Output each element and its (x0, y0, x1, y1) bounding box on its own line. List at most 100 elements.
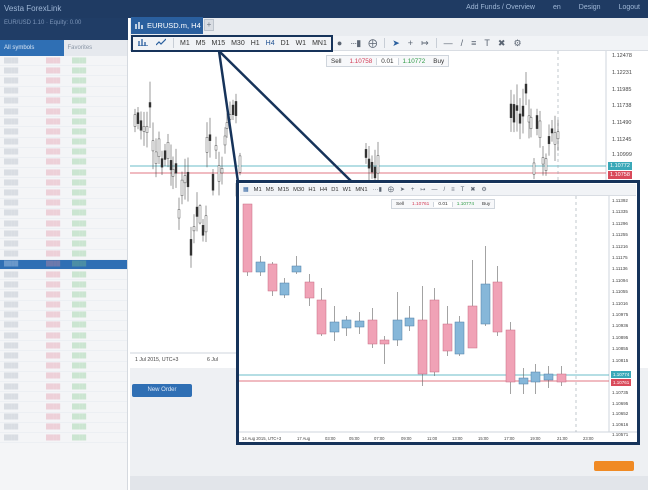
buy-button[interactable]: Buy (433, 57, 445, 65)
chart-tab-eurusd[interactable]: EURUSD.m, H4 (131, 17, 203, 34)
zoom-in-icon[interactable]: ⨁ (387, 187, 394, 193)
symbol-row[interactable]: ████ ████ ████ (0, 76, 127, 87)
symbol-row[interactable]: ████ ████ ████ (0, 209, 127, 219)
timeframe-m5[interactable]: M5 (265, 186, 274, 193)
zoomed-chart[interactable] (239, 196, 637, 442)
symbol-row[interactable]: ████ ████ ████ (0, 270, 127, 281)
symbol-row[interactable]: ████ ████ ████ (0, 188, 127, 199)
symbol-row[interactable]: ████ ████ ████ (0, 138, 127, 148)
period-separator-icon[interactable]: ↦ (421, 37, 429, 48)
symbol-row[interactable]: ████ ████ ████ (0, 362, 127, 372)
symbol-row[interactable]: ████ ████ ████ (0, 321, 127, 332)
line-chart-icon[interactable] (152, 38, 170, 48)
text-icon[interactable]: T (484, 38, 490, 48)
cursor-icon[interactable]: ➤ (399, 187, 405, 193)
text-icon[interactable]: T (460, 186, 465, 193)
timeframe-h1[interactable]: H1 (250, 39, 260, 47)
trendline-icon[interactable]: / (443, 186, 446, 193)
tab-all-symbols[interactable]: All symbols (0, 40, 64, 56)
symbol-row[interactable]: ████ ████ ████ (0, 392, 127, 403)
symbol-row[interactable]: ████ ████ ████ (0, 87, 127, 97)
symbol-row[interactable]: ████ ████ ████ (0, 423, 127, 433)
crosshair-icon[interactable]: + (407, 38, 414, 48)
symbol-row[interactable]: ████ ████ ████ (0, 280, 127, 291)
bar-chart-icon[interactable]: ▦ (243, 187, 249, 193)
timeframe-w1[interactable]: W1 (342, 186, 352, 193)
symbol-row[interactable]: ████ ████ ████ (0, 250, 127, 260)
symbol-row[interactable]: ████ ████ ████ (0, 229, 127, 240)
trendline-icon[interactable]: / (460, 38, 464, 48)
symbol-row[interactable]: ████ ████ ████ (0, 158, 127, 169)
timeframe-m15[interactable]: M15 (277, 186, 290, 193)
dots-icon[interactable]: ···▮ (372, 187, 382, 193)
symbol-row[interactable]: ████ ████ ████ (0, 66, 127, 77)
timeframe-h4[interactable]: H4 (265, 39, 275, 47)
delete-icon[interactable]: ✖ (497, 37, 506, 48)
symbol-row[interactable]: ████ ████ ████ (0, 341, 127, 352)
symbol-row[interactable]: ████ ████ ████ (0, 331, 127, 342)
tab-favorites[interactable]: Favorites (67, 45, 93, 51)
symbol-row[interactable]: ████ ████ ████ (0, 178, 127, 189)
timeframe-w1[interactable]: W1 (295, 39, 307, 47)
add-chart-button[interactable]: + (204, 19, 214, 31)
bar-chart-icon[interactable] (134, 38, 152, 48)
timeframe-h4[interactable]: H4 (319, 186, 328, 193)
new-order-button[interactable]: New Order (132, 384, 192, 397)
top-link[interactable]: en (552, 4, 561, 11)
buy-price[interactable]: 1.10774 (456, 201, 475, 207)
settings-icon[interactable]: ⚙ (481, 187, 487, 193)
symbol-row[interactable]: ████ ████ ████ (0, 148, 127, 158)
buy-button[interactable]: Buy (482, 201, 491, 207)
symbol-row[interactable]: ████ ████ ████ (0, 402, 127, 413)
timeframe-mn1[interactable]: MN1 (355, 186, 368, 193)
hline-icon[interactable]: — (443, 38, 453, 48)
timeframe-m30[interactable]: M30 (293, 186, 305, 193)
symbol-row[interactable]: ████ ████ ████ (0, 127, 127, 138)
timeframe-mn1[interactable]: MN1 (312, 39, 327, 47)
symbol-row[interactable]: ████ ████ ████ (0, 56, 127, 67)
zoom-in-icon[interactable]: ⨁ (368, 37, 378, 48)
symbol-row[interactable]: ████ ████ ████ (0, 351, 127, 362)
action-button[interactable] (594, 461, 634, 471)
timeframe-m15[interactable]: M15 (211, 39, 226, 47)
symbol-row[interactable]: ████ ████ ████ (0, 301, 127, 311)
hline-icon[interactable]: — (431, 186, 438, 193)
timeframe-d1[interactable]: D1 (331, 186, 339, 193)
symbol-row[interactable]: ████ ████ ████ (0, 219, 127, 230)
cursor-icon[interactable]: ➤ (392, 37, 400, 48)
symbol-row[interactable]: ████ ████ ████ (0, 413, 127, 423)
symbol-row[interactable]: ████ ████ ████ (0, 259, 127, 270)
top-link[interactable]: Logout (618, 4, 640, 11)
zoom-out-icon[interactable]: ● (336, 38, 343, 48)
timeframe-m5[interactable]: M5 (195, 39, 206, 47)
timeframe-d1[interactable]: D1 (280, 39, 290, 47)
symbol-row[interactable]: ████ ████ ████ (0, 199, 127, 209)
symbol-row[interactable]: ████ ████ ████ (0, 290, 127, 301)
timeframe-m30[interactable]: M30 (231, 39, 245, 47)
period-separator-icon[interactable]: ↦ (420, 187, 426, 193)
sell-button[interactable]: Sell (331, 57, 342, 65)
symbol-row[interactable]: ████ ████ ████ (0, 433, 127, 444)
lot-input[interactable]: 0.01 (376, 57, 399, 65)
sell-price[interactable]: 1.10758 (349, 57, 373, 65)
symbol-row[interactable]: ████ ████ ████ (0, 117, 127, 128)
symbol-row[interactable]: ████ ████ ████ (0, 97, 127, 107)
top-link[interactable]: Design (578, 4, 601, 11)
settings-icon[interactable]: ⚙ (513, 37, 522, 48)
symbol-row[interactable]: ████ ████ ████ (0, 239, 127, 250)
symbol-row[interactable]: ████ ████ ████ (0, 382, 127, 393)
buy-price[interactable]: 1.10772 (402, 57, 426, 65)
lot-input[interactable]: 0.01 (433, 201, 453, 207)
symbol-row[interactable]: ████ ████ ████ (0, 311, 127, 321)
symbol-row[interactable]: ████ ████ ████ (0, 168, 127, 179)
timeframe-h1[interactable]: H1 (308, 186, 316, 193)
timeframe-m1[interactable]: M1 (180, 39, 190, 47)
sell-button[interactable]: Sell (396, 201, 404, 207)
fibonacci-icon[interactable]: ≡ (451, 186, 455, 193)
fibonacci-icon[interactable]: ≡ (471, 38, 477, 48)
top-link[interactable]: Add Funds / Overview (466, 4, 535, 11)
symbol-row[interactable]: ████ ████ ████ (0, 372, 127, 382)
crosshair-icon[interactable]: + (410, 186, 415, 193)
dots-icon[interactable]: ···▮ (350, 37, 361, 48)
sell-price[interactable]: 1.10761 (412, 201, 430, 207)
